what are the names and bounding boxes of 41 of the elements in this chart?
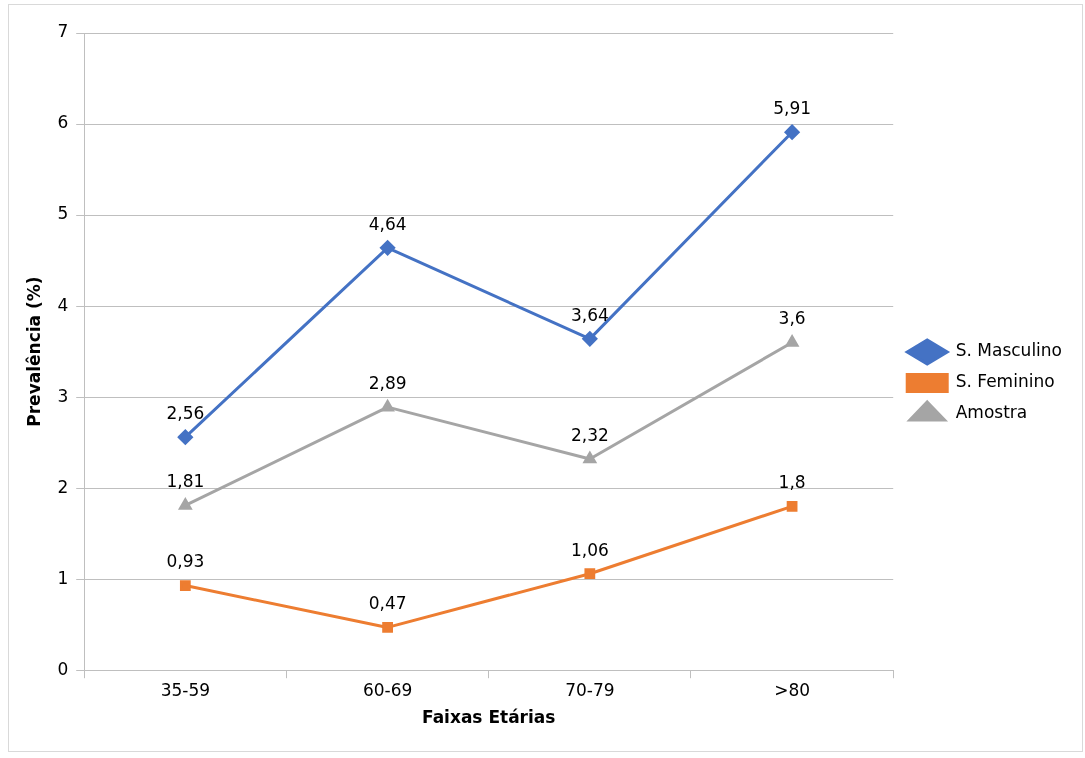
data-label: 2,56 bbox=[166, 403, 205, 424]
data-label: 0,93 bbox=[166, 551, 205, 572]
y-tick-label: 6 bbox=[57, 112, 69, 133]
data-label: 3,6 bbox=[778, 308, 806, 329]
point bbox=[380, 240, 396, 256]
legend-label: S. Masculino bbox=[955, 340, 1063, 361]
data-label: 1,8 bbox=[778, 472, 806, 493]
y-axis-title: Prevalência (%) bbox=[23, 276, 44, 427]
point bbox=[382, 622, 393, 633]
y-tick-label: 3 bbox=[57, 385, 69, 406]
x-tick-label: 70-79 bbox=[565, 679, 615, 700]
x-tick-label: 35-59 bbox=[160, 679, 211, 700]
x-tick-label: 60-69 bbox=[362, 679, 413, 700]
data-label: 5,91 bbox=[773, 98, 812, 119]
point bbox=[785, 335, 799, 347]
data-label: 0,47 bbox=[368, 593, 407, 614]
point bbox=[381, 400, 394, 412]
data-label: 3,64 bbox=[570, 304, 609, 325]
x-tick-label: >80 bbox=[774, 679, 811, 700]
legend-label: S. Feminino bbox=[955, 371, 1055, 392]
y-tick-label: 0 bbox=[57, 658, 69, 679]
point bbox=[784, 124, 800, 140]
x-axis-title: Faixas Etárias bbox=[422, 707, 556, 728]
y-tick-label: 4 bbox=[57, 294, 69, 315]
y-tick-label: 1 bbox=[57, 567, 69, 588]
point bbox=[582, 331, 598, 347]
legend-label: Amostra bbox=[955, 402, 1028, 423]
y-tick-label: 5 bbox=[57, 203, 69, 224]
data-label: 1,06 bbox=[570, 539, 609, 560]
data-label: 2,89 bbox=[368, 373, 407, 394]
data-label: 2,32 bbox=[570, 424, 609, 445]
point bbox=[584, 568, 596, 580]
y-tick-label: 2 bbox=[57, 476, 69, 497]
data-label: 1,81 bbox=[166, 471, 205, 492]
point bbox=[177, 429, 193, 445]
y-tick-label: 7 bbox=[57, 21, 69, 42]
data-label: 4,64 bbox=[368, 213, 407, 234]
point bbox=[179, 580, 191, 591]
point bbox=[786, 500, 798, 512]
point bbox=[179, 498, 192, 510]
point bbox=[583, 452, 597, 464]
